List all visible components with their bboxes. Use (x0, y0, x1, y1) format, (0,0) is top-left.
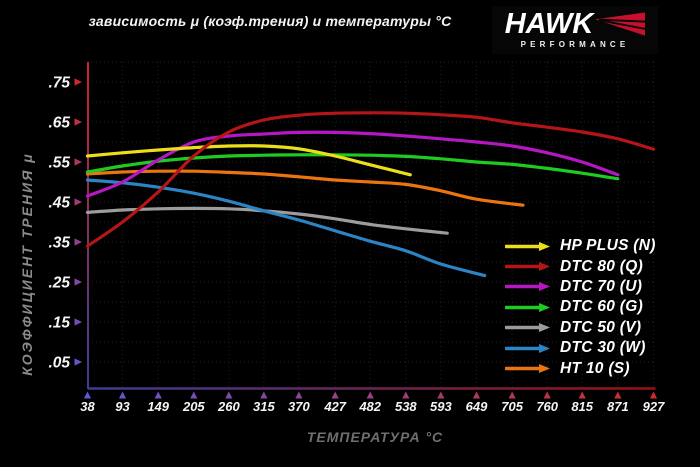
x-tick-arrow (295, 391, 303, 399)
x-tick-arrow (331, 391, 339, 399)
x-tick-label: 705 (501, 399, 523, 414)
legend-item: HP PLUS (N) (505, 236, 656, 256)
legend-swatch-line (505, 302, 550, 312)
curve-HP-PLUS-N- (85, 144, 412, 177)
x-tick-label: 815 (571, 399, 593, 414)
x-tick-arrow (190, 391, 198, 399)
x-tick-label: 315 (253, 399, 275, 414)
legend-swatch-line (505, 282, 550, 292)
curve-DTC-80-Q- (85, 111, 656, 248)
x-tick-arrow (366, 391, 374, 399)
x-tick-arrow (508, 391, 516, 399)
x-tick-label: 38 (80, 399, 95, 414)
x-tick-arrow (649, 391, 658, 399)
curve-HT-10-S- (85, 169, 525, 207)
legend-label: DTC 60 (G) (560, 298, 644, 316)
hawk-logo: HAWK PERFORMANCE (492, 6, 658, 54)
legend-swatch-line (505, 241, 550, 251)
logo-wing-icon (595, 12, 646, 36)
legend-arrow-icon (539, 241, 550, 251)
legend-swatch-line (505, 323, 550, 333)
y-tick-arrow (74, 158, 82, 166)
legend-label: HT 10 (S) (560, 359, 630, 377)
y-tick-label: .65 (48, 115, 70, 132)
x-tick-label: 370 (288, 399, 310, 414)
legend-label: DTC 70 (U) (560, 277, 643, 295)
legend-item: HT 10 (S) (505, 358, 656, 378)
curve-DTC-30-W- (85, 178, 487, 278)
legend-arrow-icon (539, 302, 550, 312)
y-tick-label: .45 (48, 195, 70, 212)
y-tick-label: .05 (48, 355, 70, 372)
y-tick-label: .75 (48, 75, 70, 92)
x-tick-arrow (83, 391, 92, 399)
x-tick-arrow (578, 391, 586, 399)
x-tick-arrow (437, 391, 445, 399)
x-tick-arrow (260, 391, 268, 399)
legend-label: HP PLUS (N) (560, 237, 656, 255)
logo-subbrand-text: PERFORMANCE (520, 40, 630, 49)
x-tick-label: 871 (607, 399, 629, 414)
logo-row: HAWK (504, 7, 646, 40)
logo-brand-text: HAWK (504, 7, 594, 40)
x-tick-label: 260 (217, 399, 240, 414)
grid (87, 61, 655, 388)
legend: HP PLUS (N) DTC 80 (Q) DTC 70 (U) DTC 60 (G… (505, 236, 656, 379)
legend-swatch-line (505, 343, 550, 353)
y-tick-arrow (74, 198, 82, 206)
y-tick-label: .55 (48, 155, 70, 172)
x-tick-arrow (543, 391, 551, 399)
legend-arrow-icon (539, 364, 550, 374)
y-tick-label: .25 (48, 275, 70, 292)
x-tick-arrow (118, 391, 127, 399)
y-tick-arrow (74, 318, 82, 326)
y-tick-arrow (74, 118, 82, 126)
x-tick-label: 649 (466, 399, 488, 414)
y-tick-arrow (74, 278, 82, 286)
legend-arrow-icon (539, 282, 550, 292)
y-tick-arrow (74, 78, 82, 86)
legend-arrow-icon (539, 323, 550, 333)
x-tick-arrow (225, 391, 233, 399)
x-tick-arrow (154, 391, 162, 399)
chart-title: зависимость μ (коэф.трения) и температур… (88, 13, 452, 29)
x-axis-title: ТЕМПЕРАТУРА °C (306, 429, 444, 445)
y-axis-title: КОЭФФИЦИЕНТ ТРЕНИЯ μ (19, 152, 35, 376)
x-tick-label: 427 (323, 399, 346, 414)
y-tick-arrow (74, 238, 82, 246)
legend-arrow-icon (539, 343, 550, 353)
legend-item: DTC 80 (Q) (505, 256, 656, 276)
curve-DTC-60-G- (85, 153, 620, 181)
x-tick-label: 760 (536, 399, 558, 414)
legend-item: DTC 30 (W) (505, 338, 656, 358)
x-tick-label: 538 (395, 399, 417, 414)
legend-swatch-line (505, 262, 550, 272)
x-tick-label: 593 (430, 399, 452, 414)
legend-arrow-icon (539, 262, 550, 272)
y-tick-arrow (74, 358, 82, 366)
legend-item: DTC 50 (V) (505, 318, 656, 338)
x-tick-label: 149 (147, 399, 169, 414)
legend-item: DTC 60 (G) (505, 297, 656, 317)
x-tick-arrow (402, 391, 410, 399)
x-tick-label: 93 (115, 399, 130, 414)
legend-swatch-line (505, 364, 550, 374)
x-tick-label: 927 (643, 399, 665, 414)
x-tick-arrow (472, 391, 481, 399)
legend-label: DTC 30 (W) (560, 339, 646, 357)
legend-label: DTC 80 (Q) (560, 257, 644, 275)
y-tick-label: .15 (48, 315, 70, 332)
x-tick-arrow (614, 391, 622, 399)
y-tick-label: .35 (48, 235, 70, 252)
legend-label: DTC 50 (V) (560, 318, 642, 336)
x-tick-label: 482 (358, 399, 381, 414)
legend-item: DTC 70 (U) (505, 277, 656, 297)
x-tick-label: 205 (182, 399, 205, 414)
